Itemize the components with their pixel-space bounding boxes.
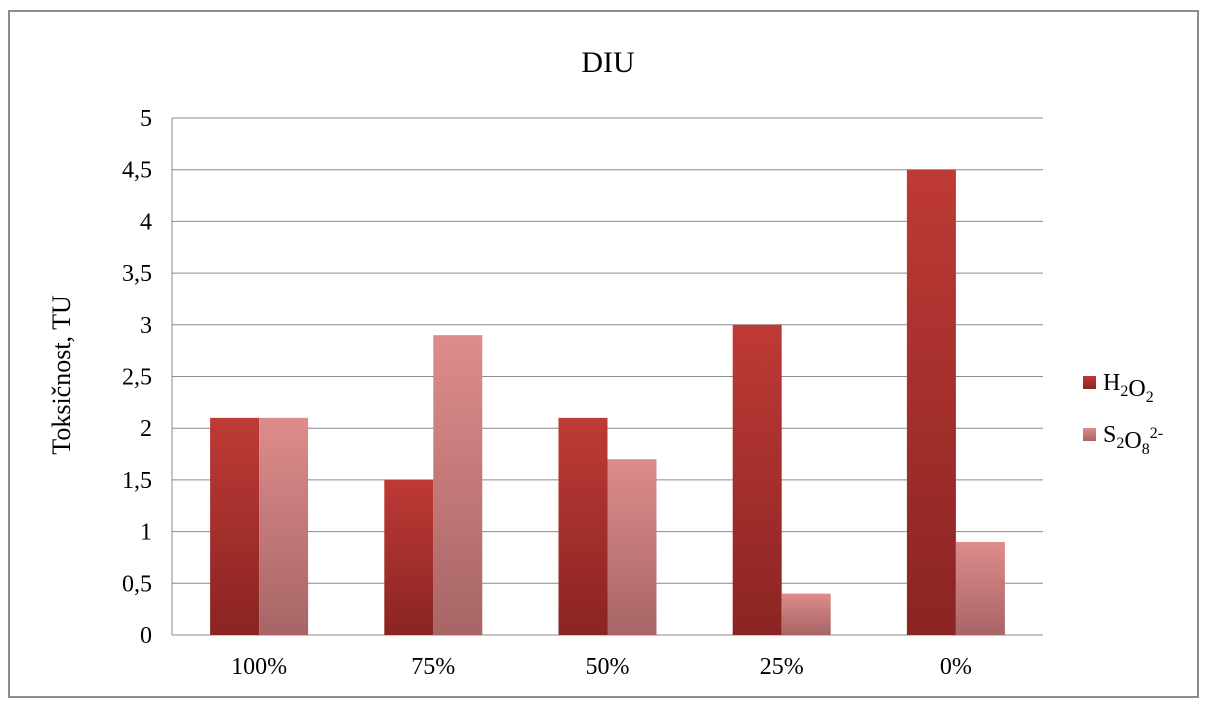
legend: H2O2 S2O82- <box>1083 370 1163 458</box>
y-tick-label: 3 <box>140 313 152 339</box>
y-tick-label: 0 <box>140 623 152 649</box>
bar-s2o8-2 <box>608 459 657 635</box>
y-tick-label: 5 <box>140 106 152 132</box>
y-tick-label: 4 <box>140 209 152 235</box>
y-tick-label: 2,5 <box>122 365 152 391</box>
bar-h2o2-4 <box>907 170 956 635</box>
y-axis-label: Toksičnost, TU <box>47 295 76 455</box>
bar-h2o2-1 <box>384 480 433 635</box>
chart-title: DIU <box>581 46 635 79</box>
bar-h2o2-3 <box>733 325 782 635</box>
bars <box>210 170 1005 635</box>
x-tick-label: 25% <box>760 654 804 680</box>
y-tick-label: 0,5 <box>122 571 152 597</box>
y-tick-label: 2 <box>140 416 152 442</box>
x-tick-label: 50% <box>586 654 630 680</box>
legend-swatch <box>1083 376 1096 389</box>
bar-s2o8-0 <box>259 418 308 635</box>
legend-swatch <box>1083 428 1096 441</box>
x-tick-label: 100% <box>231 654 287 680</box>
y-tick-label: 4,5 <box>122 158 152 184</box>
x-tick-label: 0% <box>940 654 972 680</box>
y-tick-labels: 0 0,5 1 1,5 2 2,5 3 3,5 4 4,5 5 <box>122 106 152 649</box>
bar-s2o8-1 <box>433 335 482 635</box>
bar-s2o8-3 <box>782 594 831 635</box>
y-tick-label: 1,5 <box>122 468 152 494</box>
y-tick-label: 1 <box>140 520 152 546</box>
bar-h2o2-2 <box>559 418 608 635</box>
bar-h2o2-0 <box>210 418 259 635</box>
y-tick-label: 3,5 <box>122 261 152 287</box>
x-tick-labels: 100% 75% 50% 25% 0% <box>231 654 972 680</box>
legend-label: S2O82- <box>1103 422 1163 458</box>
legend-label: H2O2 <box>1103 370 1154 406</box>
x-tick-label: 75% <box>411 654 455 680</box>
bar-s2o8-4 <box>956 542 1005 635</box>
